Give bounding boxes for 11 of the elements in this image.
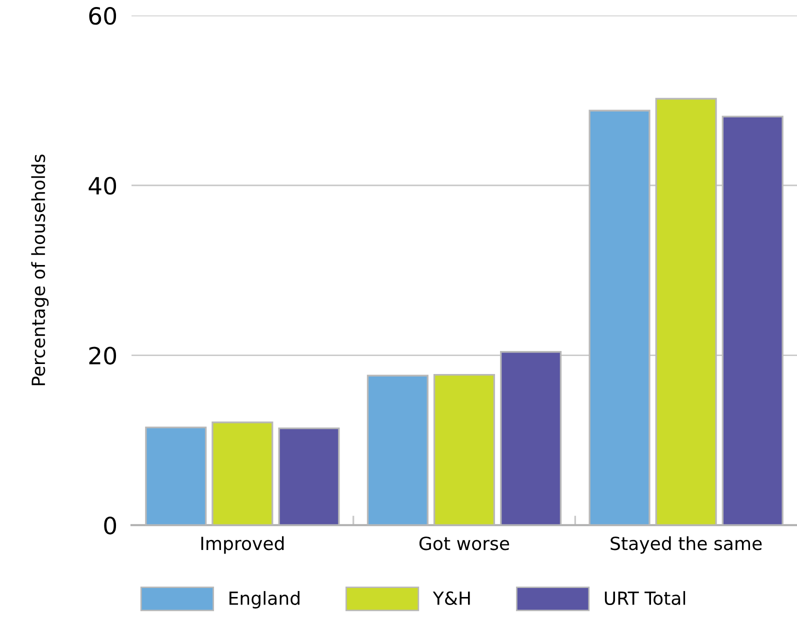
y-tick-label: 40 <box>88 176 116 195</box>
x-tick-label: Improved <box>201 536 284 554</box>
legend-label: Y&H <box>432 591 470 606</box>
y-tick-label: 0 <box>104 516 116 534</box>
x-tick-label: Got worse <box>419 536 510 550</box>
y-tick-label: 60 <box>89 6 116 25</box>
y-tick-label: 20 <box>89 346 116 365</box>
x-tick-label: Stayed the same <box>610 536 762 554</box>
y-axis-title: Percentage of households <box>31 154 49 386</box>
legend-label: URT Total <box>604 591 686 606</box>
legend-label: England <box>230 591 300 609</box>
